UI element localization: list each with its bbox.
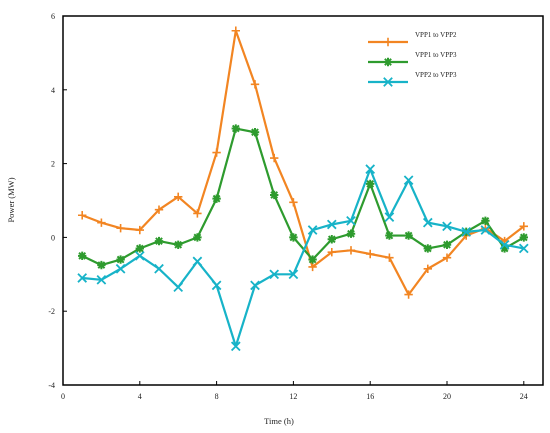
data-point [461, 227, 472, 237]
data-point [78, 251, 87, 261]
data-point [366, 179, 375, 189]
data-point [480, 225, 491, 235]
data-point [346, 229, 356, 238]
data-point [404, 290, 413, 299]
y-tick-label: 2 [51, 160, 55, 169]
data-point [116, 255, 125, 264]
data-point [270, 153, 279, 163]
data-point [326, 219, 337, 230]
series-3 [77, 164, 529, 352]
x-tick-label: 24 [520, 392, 528, 401]
legend-marker [383, 57, 393, 67]
y-tick-label: 6 [51, 12, 55, 21]
data-point [327, 247, 336, 257]
data-point [270, 190, 279, 200]
data-point [423, 244, 432, 253]
data-point [174, 192, 183, 202]
data-point [442, 221, 452, 232]
data-point [193, 233, 202, 242]
legend-item-3: VPP2 to VPP3 [368, 71, 457, 87]
data-point [231, 26, 240, 35]
data-point [97, 260, 106, 270]
y-axis-label: Power (MW) [6, 177, 16, 222]
data-point [135, 225, 144, 235]
data-point [289, 233, 298, 242]
data-point [307, 225, 318, 235]
data-point [308, 255, 317, 264]
legend-item-2: VPP1 to VPP3 [368, 51, 457, 67]
data-point [442, 253, 452, 262]
data-point [518, 243, 529, 254]
data-point [115, 263, 126, 274]
data-point [366, 249, 375, 259]
data-point [250, 280, 260, 291]
data-point [174, 240, 183, 249]
legend-label: VPP1 to VPP3 [415, 51, 457, 59]
data-point [385, 253, 394, 262]
data-point [116, 223, 125, 233]
data-point [404, 231, 413, 240]
data-point [500, 244, 509, 253]
x-tick-label: 4 [138, 392, 142, 401]
data-point [212, 148, 221, 157]
x-tick-label: 16 [366, 392, 374, 401]
legend-item-1: VPP1 to VPP2 [368, 31, 457, 47]
x-tick-label: 20 [443, 392, 451, 401]
data-point [269, 269, 280, 280]
data-point [173, 282, 184, 293]
data-point [519, 222, 528, 231]
data-point [192, 256, 203, 267]
data-point [422, 217, 433, 228]
x-axis-label: Time (h) [264, 416, 294, 426]
data-point [384, 212, 395, 222]
data-point [96, 274, 107, 285]
legend-marker [383, 77, 393, 87]
data-point [288, 269, 299, 280]
data-point [154, 236, 164, 246]
y-tick-label: 0 [51, 233, 55, 242]
y-tick-label: 4 [51, 86, 55, 95]
legend-marker [383, 37, 393, 47]
legend-label: VPP2 to VPP3 [415, 71, 457, 79]
data-point [97, 218, 106, 227]
y-tick-label: -4 [48, 381, 55, 390]
data-point [481, 216, 490, 225]
y-tick-label: -2 [48, 307, 55, 316]
data-point [289, 198, 298, 207]
x-tick-label: 12 [289, 392, 297, 401]
data-point [327, 235, 336, 244]
legend-label: VPP1 to VPP2 [415, 31, 457, 39]
data-point [154, 205, 164, 214]
data-point [212, 194, 221, 203]
data-point [346, 215, 356, 226]
data-point [519, 233, 528, 242]
series-line [81, 29, 525, 296]
data-point [365, 164, 376, 174]
data-point [385, 231, 394, 240]
data-point [403, 175, 414, 186]
data-point [231, 124, 240, 133]
data-point [499, 239, 510, 250]
data-point [154, 263, 164, 274]
data-point [77, 273, 88, 283]
data-point [308, 262, 317, 272]
x-tick-label: 0 [61, 392, 65, 401]
series-1 [78, 26, 528, 299]
data-point [250, 80, 260, 89]
data-point [423, 264, 432, 273]
data-point [135, 244, 144, 253]
x-tick-label: 8 [215, 392, 219, 401]
data-point [78, 211, 87, 220]
data-point [250, 128, 260, 137]
data-point [134, 251, 145, 261]
data-point [442, 240, 452, 249]
plot-area [62, 15, 544, 386]
data-point [230, 341, 241, 352]
data-point [193, 209, 202, 218]
data-point [346, 246, 356, 255]
data-point [211, 280, 222, 291]
